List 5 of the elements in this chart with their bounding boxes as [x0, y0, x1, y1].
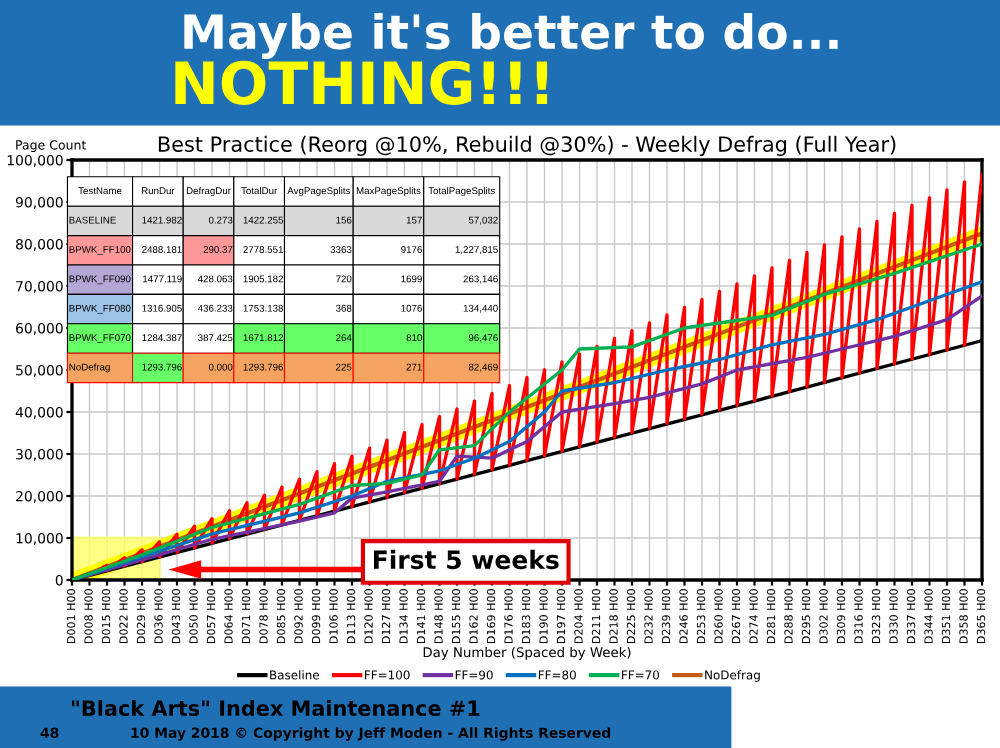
- text: "Black Arts" Index Maintenance #1: [71, 699, 480, 717]
- text: Maybe it's better to do...: [184, 12, 838, 60]
- annotation: First 5 weeks: [373, 549, 559, 570]
- chart-title: Best Practice (Reorg @10%, Rebuild @30%) - Weekly Defrag (Full Year): [158, 135, 896, 156]
- text: NOTHING!!!: [175, 60, 548, 105]
